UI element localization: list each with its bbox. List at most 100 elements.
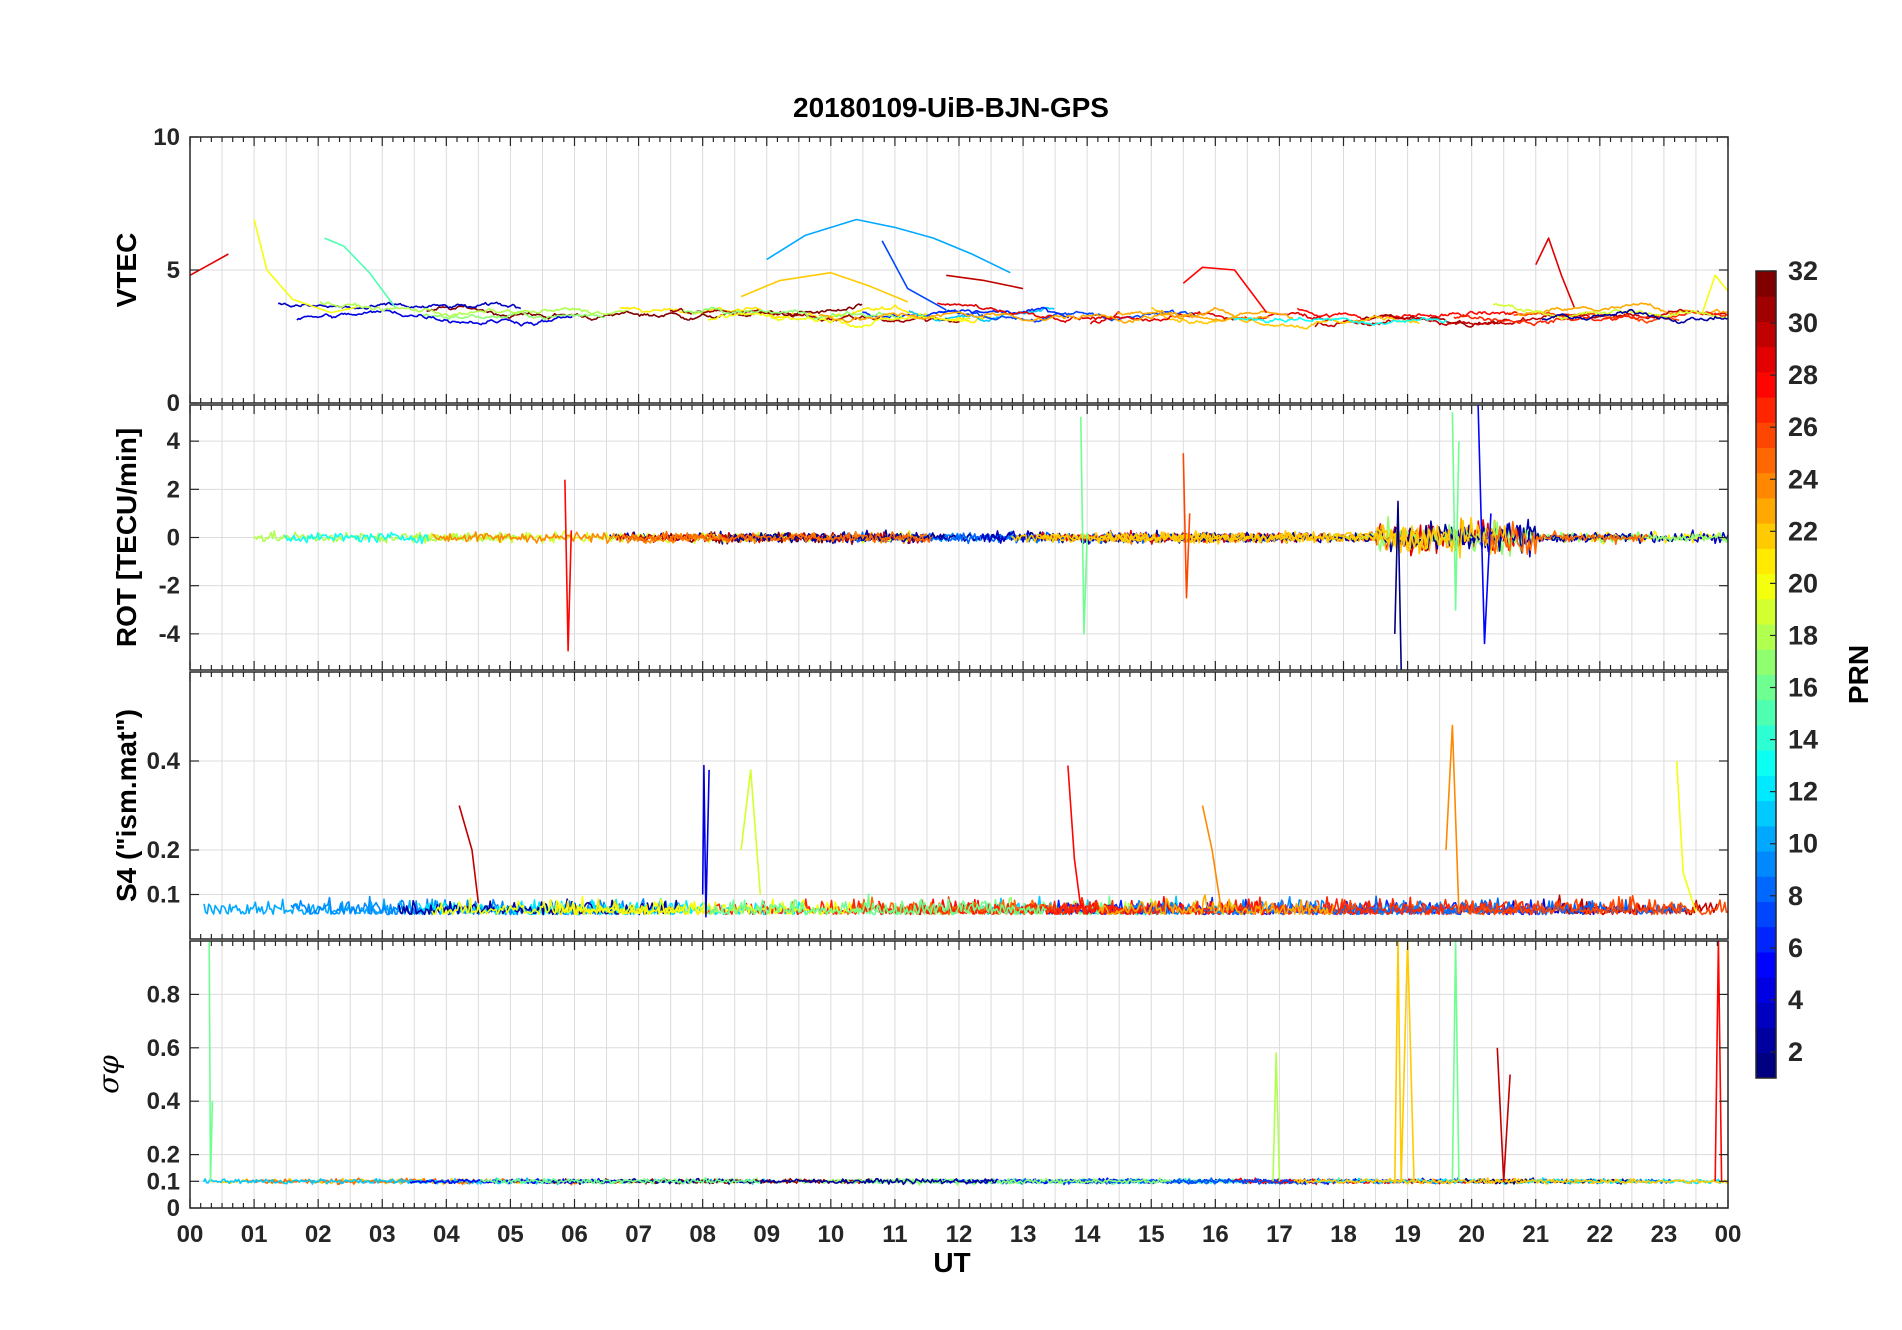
y-tick-label: 5 <box>167 257 180 284</box>
x-tick-label: 14 <box>1074 1221 1101 1248</box>
colorbar-swatch <box>1756 1052 1776 1079</box>
y-axis-label-vtec: VTEC <box>111 233 142 308</box>
noise-trace <box>703 898 1047 916</box>
series-prn-30 <box>458 805 480 904</box>
colorbar-swatch <box>1756 674 1776 701</box>
noise-trace <box>1089 311 1329 325</box>
x-tick-label: 19 <box>1394 1221 1421 1248</box>
colorbar-swatch <box>1756 649 1776 675</box>
series-prn-26 <box>1182 453 1191 599</box>
colorbar-swatch <box>1756 548 1776 575</box>
y-tick-label: 0.1 <box>147 1168 180 1195</box>
noise-traces <box>277 300 1729 330</box>
panel-vtec: 0 5 10 VTEC <box>111 124 1729 417</box>
noise-trace <box>862 306 1069 319</box>
series-prn-24 <box>1445 724 1460 913</box>
x-tick-label: 02 <box>305 1221 332 1248</box>
x-tick-label: 20 <box>1458 1221 1485 1248</box>
colorbar-swatch <box>1756 951 1776 978</box>
series-prn-10 <box>766 218 1011 274</box>
colorbar-tick-label: 26 <box>1788 412 1818 442</box>
noise-traces <box>253 515 1729 559</box>
y-tick-label: 2 <box>167 476 180 503</box>
colorbar-tick-label: 16 <box>1788 673 1818 703</box>
panel-s4: 0.1 0.2 0.4S4 ("ism.mat") <box>111 671 1729 940</box>
colorbar-swatch <box>1756 825 1776 852</box>
noise-trace <box>1097 894 1335 916</box>
colorbar-swatch <box>1756 472 1776 499</box>
series-prn-15 <box>324 237 396 308</box>
x-tick-label: 03 <box>369 1221 396 1248</box>
colorbar-swatch <box>1756 271 1776 297</box>
colorbar-swatch <box>1756 346 1776 373</box>
colorbar-tick-label: 22 <box>1788 516 1818 546</box>
y-tick-label: 0 <box>167 525 180 552</box>
x-axis-label: UT <box>933 1247 970 1278</box>
x-tick-label: 11 <box>882 1221 907 1248</box>
y-axis-label-rot: ROT [TECU/min] <box>111 428 142 647</box>
y-tick-label: 0.8 <box>147 981 180 1008</box>
colorbar-swatch <box>1756 321 1776 348</box>
colorbar-tick-label: 20 <box>1788 568 1818 598</box>
noise-trace <box>1541 308 1729 324</box>
series-prn-29 <box>1535 237 1575 308</box>
x-tick-label: 08 <box>689 1221 716 1248</box>
noise-trace <box>1151 307 1420 330</box>
noise-trace <box>1117 309 1294 322</box>
y-tick-label: 0 <box>167 1195 180 1222</box>
noise-traces <box>203 893 1729 916</box>
colorbar-swatch <box>1756 926 1776 953</box>
colorbar-tick-label: 8 <box>1788 881 1803 911</box>
series-prn-29 <box>189 253 229 277</box>
series-prn-20 <box>1701 274 1729 313</box>
noise-trace <box>937 302 1120 323</box>
colorbar-swatch <box>1756 573 1776 600</box>
x-tick-label: 15 <box>1138 1221 1165 1248</box>
y-tick-label: 4 <box>167 428 181 455</box>
series-prn-28 <box>1067 765 1082 909</box>
series-prn-28 <box>564 479 573 652</box>
y-tick-label: -2 <box>159 573 180 600</box>
colorbar-tick-label: 24 <box>1788 464 1818 494</box>
series-prn-18 <box>1272 1052 1281 1182</box>
x-tick-label: 00 <box>1715 1221 1742 1248</box>
x-tick-label: 13 <box>1010 1221 1037 1248</box>
x-tick-label: 04 <box>433 1221 460 1248</box>
series-prn-22 <box>740 271 909 303</box>
panel-rot: -4 -2 0 2 4 ROT [TECU/min] <box>111 404 1729 671</box>
x-tick-label: 09 <box>753 1221 780 1248</box>
noise-trace <box>431 895 861 916</box>
series-prn-20 <box>1675 760 1697 913</box>
colorbar-tick-label: 12 <box>1788 777 1818 807</box>
series-prn-1 <box>1394 500 1402 671</box>
series-prn-22 <box>1394 940 1415 1183</box>
noise-traces <box>202 1177 1729 1186</box>
series-prn-30 <box>946 274 1024 290</box>
y-tick-label: 10 <box>153 124 180 151</box>
colorbar-swatch <box>1756 1002 1776 1029</box>
noise-trace <box>705 896 1127 916</box>
series-prn-30 <box>1496 1047 1511 1183</box>
noise-trace <box>1484 520 1649 555</box>
noise-trace <box>479 1177 761 1185</box>
y-tick-label: 0 <box>167 390 180 417</box>
colorbar-swatch <box>1756 724 1776 751</box>
colorbar-swatch <box>1756 422 1776 449</box>
y-axis-label-s4: S4 ("ism.mat") <box>111 709 142 902</box>
x-tick-label: 23 <box>1651 1221 1678 1248</box>
colorbar-swatch <box>1756 699 1776 726</box>
y-tick-label: -4 <box>159 621 181 648</box>
y-tick-label: 0.2 <box>147 1142 180 1169</box>
noise-trace <box>1492 302 1729 320</box>
x-tick-label: 06 <box>561 1221 588 1248</box>
x-tick-label: 21 <box>1522 1221 1549 1248</box>
x-tick-label: 22 <box>1586 1221 1613 1248</box>
colorbar-swatch <box>1756 371 1776 398</box>
colorbar-swatch <box>1756 296 1776 322</box>
colorbar-swatch <box>1756 750 1776 776</box>
colorbar-swatch <box>1756 624 1776 650</box>
colorbar-swatch <box>1756 1027 1776 1054</box>
x-tick-label: 12 <box>946 1221 973 1248</box>
x-tick-label: 10 <box>817 1221 844 1248</box>
